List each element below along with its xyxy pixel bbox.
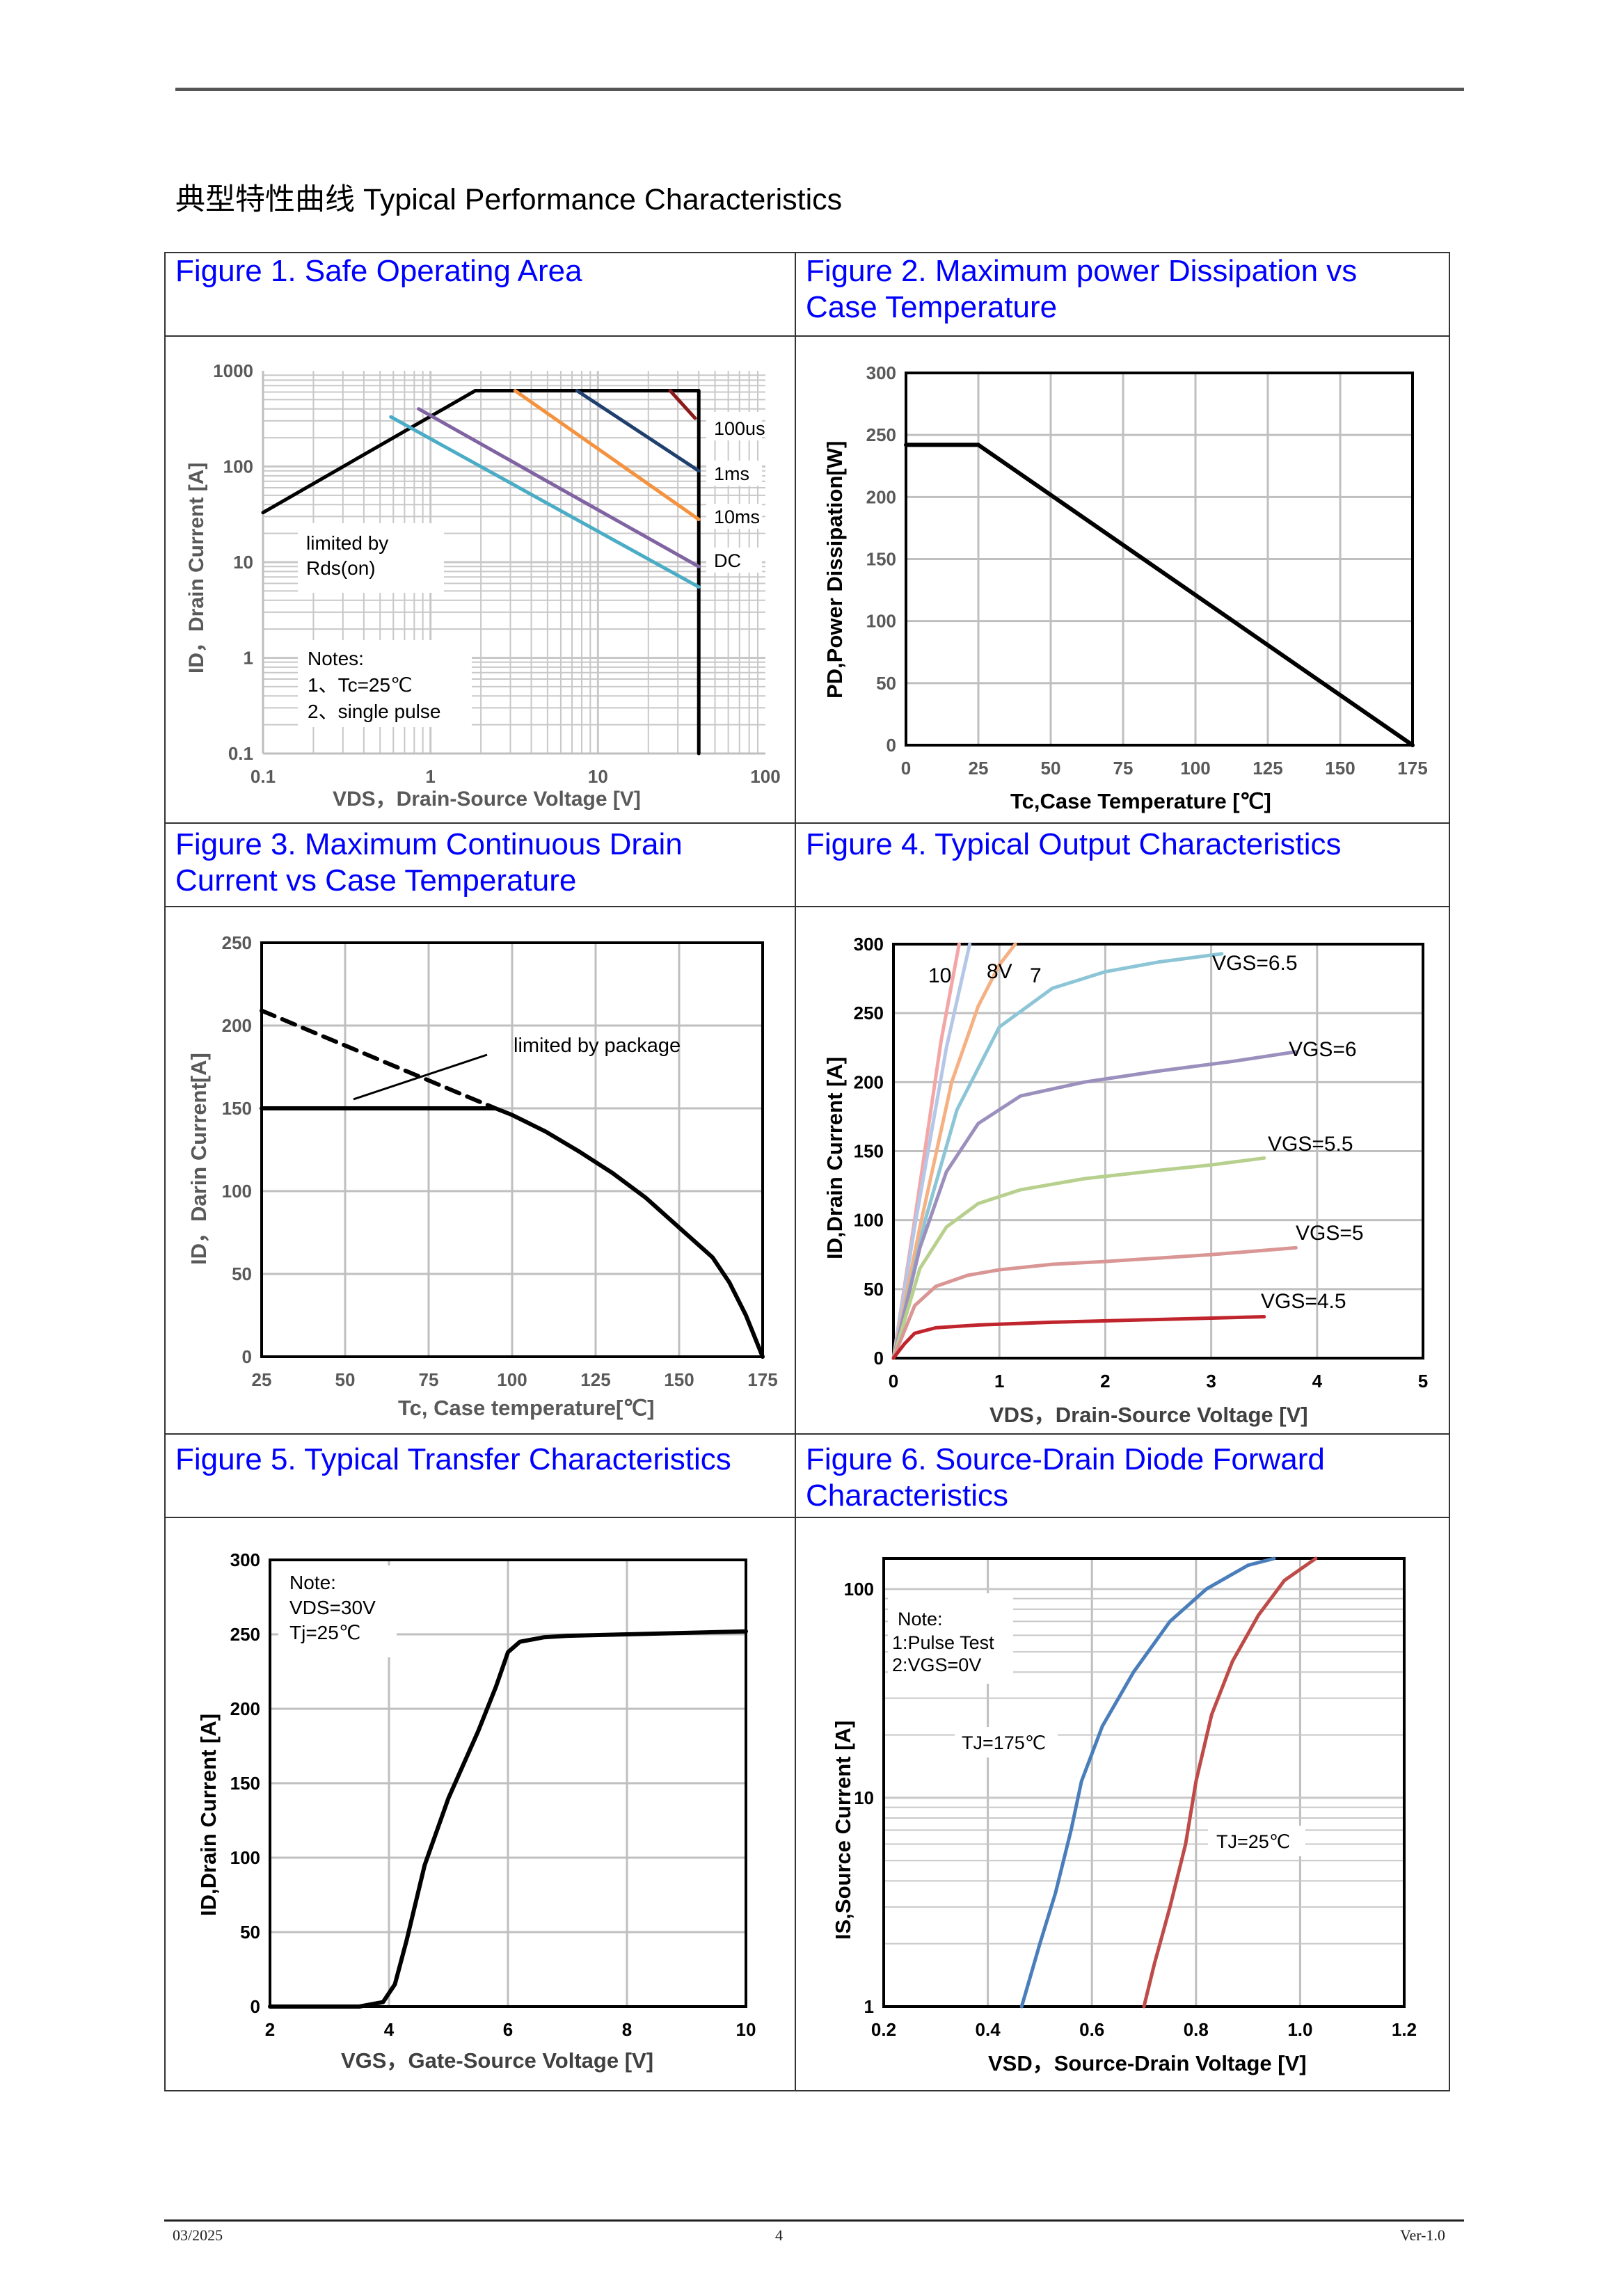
table-rule <box>164 335 1450 337</box>
footer-date: 03/2025 <box>173 2226 223 2244</box>
header-rule <box>175 88 1464 91</box>
table-rule <box>164 1433 1450 1435</box>
figure-table <box>164 252 1450 2091</box>
table-rule <box>164 906 1450 907</box>
table-rule <box>164 822 1450 824</box>
figure-5-title: Figure 5. Typical Transfer Characteristi… <box>175 1442 731 1476</box>
figure-1-title: Figure 1. Safe Operating Area <box>175 254 582 288</box>
table-divider <box>795 252 796 2091</box>
figure-6-title: Figure 6. Source-Drain Diode Forward Cha… <box>806 1442 1325 1513</box>
figure-3-title: Figure 3. Maximum Continuous Drain Curre… <box>175 827 683 898</box>
footer-page-number: 4 <box>775 2226 783 2244</box>
footer-rule <box>164 2219 1464 2222</box>
figure-2-title: Figure 2. Maximum power Dissipation vs C… <box>806 254 1358 324</box>
table-rule <box>164 1517 1450 1518</box>
footer-version: Ver-1.0 <box>1400 2226 1445 2244</box>
section-title: 典型特性曲线 Typical Performance Characteristi… <box>175 183 843 216</box>
figure-4-title: Figure 4. Typical Output Characteristics <box>806 827 1342 861</box>
